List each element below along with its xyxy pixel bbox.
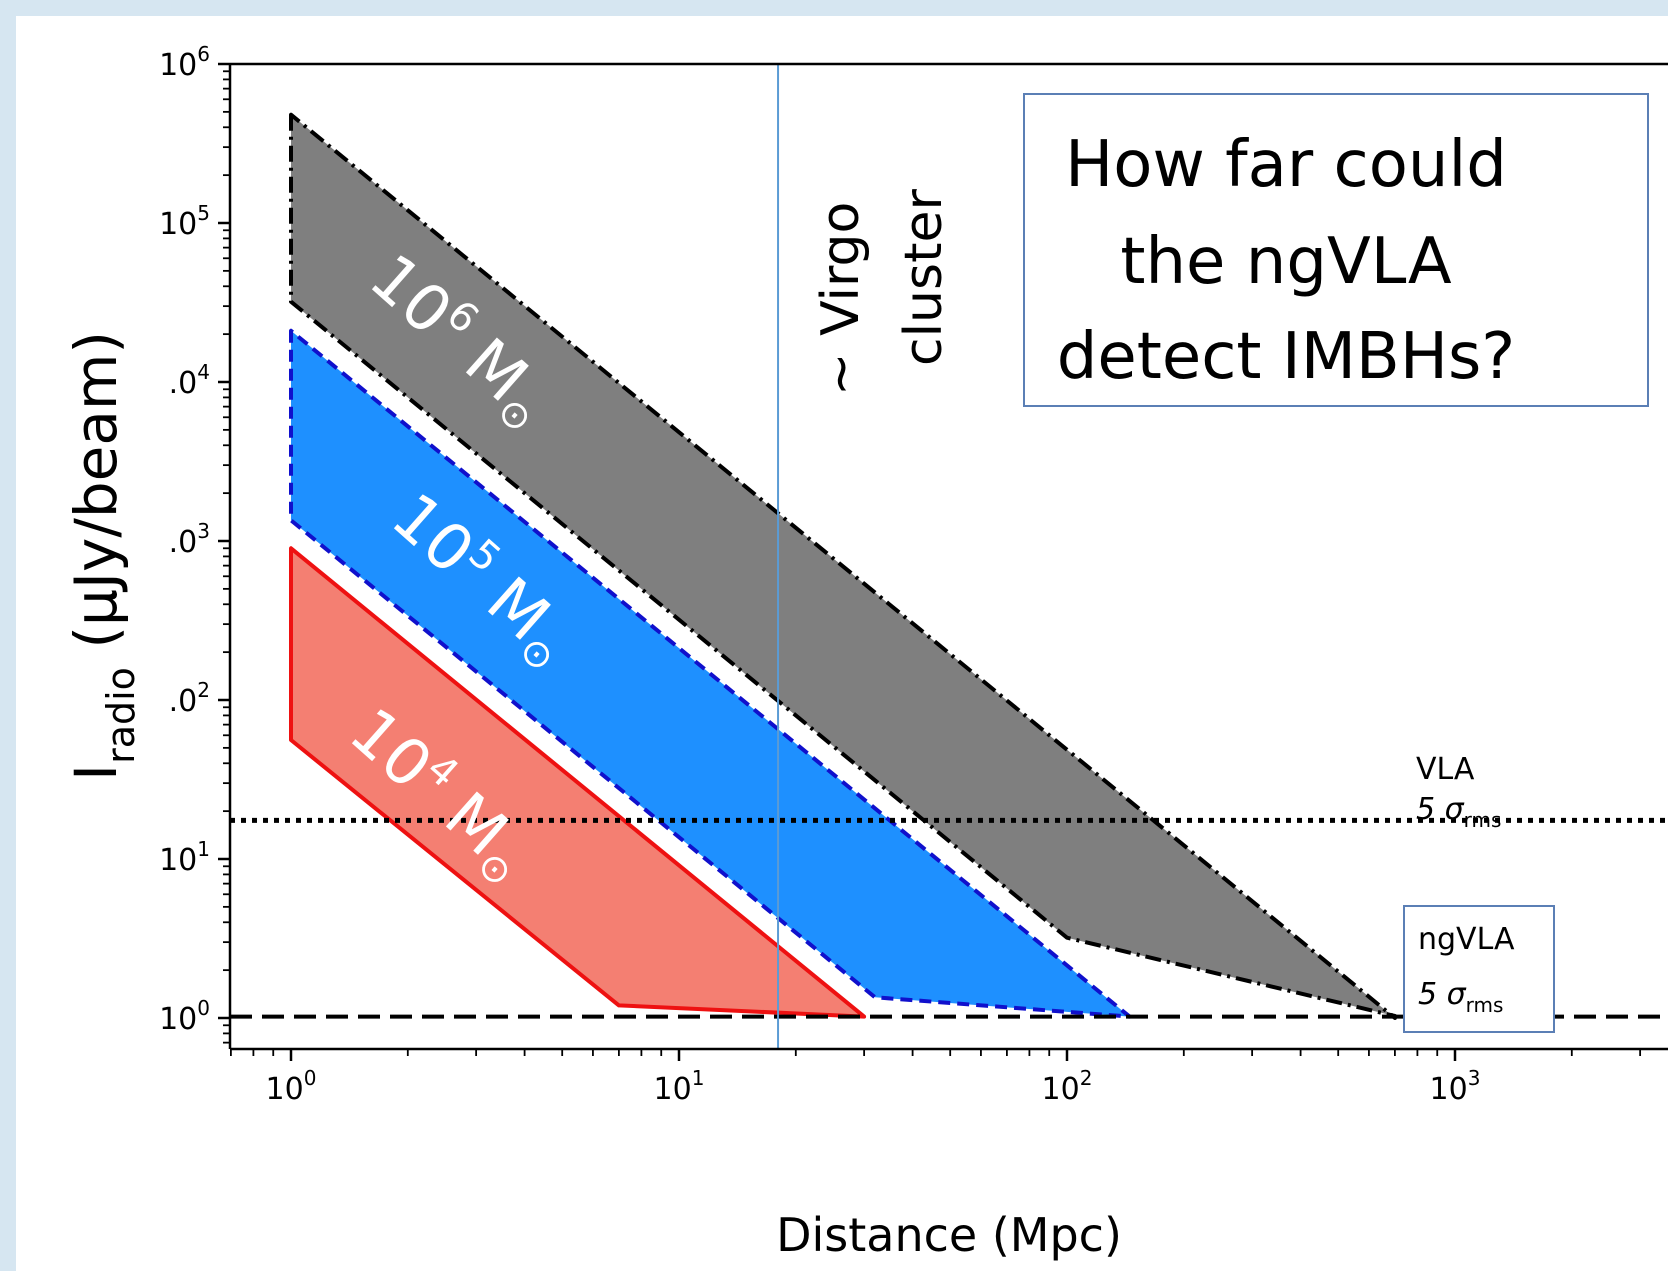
x-tick-label: 103 xyxy=(1430,1066,1481,1107)
callout-line-1: How far could xyxy=(1065,128,1507,202)
y-tick-label: .03 xyxy=(169,519,210,560)
ngvla-label-box xyxy=(1403,905,1555,1033)
x-tick-label: 102 xyxy=(1042,1066,1093,1107)
x-axis-ticks xyxy=(229,1049,1642,1061)
x-axis-title: Distance (Mpc) xyxy=(776,1208,1122,1262)
chart-svg: 100 101 102 103 100 101 .02 .03 .04 105 … xyxy=(62,42,1668,1262)
series-area-1e5 xyxy=(289,328,1132,1019)
series-area-1e4 xyxy=(289,546,867,1019)
vla-label-line1: VLA xyxy=(1416,752,1475,787)
ngvla-label-line2: 5 σrms xyxy=(1418,977,1503,1017)
series-area-1e6 xyxy=(289,112,1397,1020)
y-axis-title: Iradio (μJy/beam) xyxy=(62,331,143,781)
series-layer xyxy=(230,64,1668,1049)
callout-box: How far could the ngVLA detect IMBHs? xyxy=(1023,93,1649,407)
ngvla-label-line1: ngVLA xyxy=(1418,922,1515,957)
y-tick-label: 101 xyxy=(159,837,210,878)
x-tick-label: 100 xyxy=(266,1066,317,1107)
vla-label-line2: 5 σrms xyxy=(1416,792,1501,832)
x-tick-label: 101 xyxy=(654,1066,705,1107)
callout-line-2: the ngVLA xyxy=(1120,225,1451,299)
y-tick-label: 106 xyxy=(159,42,210,83)
y-tick-label: 105 xyxy=(159,201,210,242)
callout-frame xyxy=(1023,93,1649,407)
callout-line-3: detect IMBHs? xyxy=(1057,320,1516,394)
y-axis-ticks xyxy=(218,62,230,1044)
virgo-label-line2: cluster xyxy=(894,189,954,366)
virgo-label-line1: ~ Virgo xyxy=(811,202,871,396)
y-tick-label: .04 xyxy=(169,360,210,401)
chart-frame: 100 101 102 103 100 101 .02 .03 .04 105 … xyxy=(16,16,1668,1271)
y-tick-label: 100 xyxy=(159,996,210,1037)
y-tick-label: .02 xyxy=(169,678,210,719)
